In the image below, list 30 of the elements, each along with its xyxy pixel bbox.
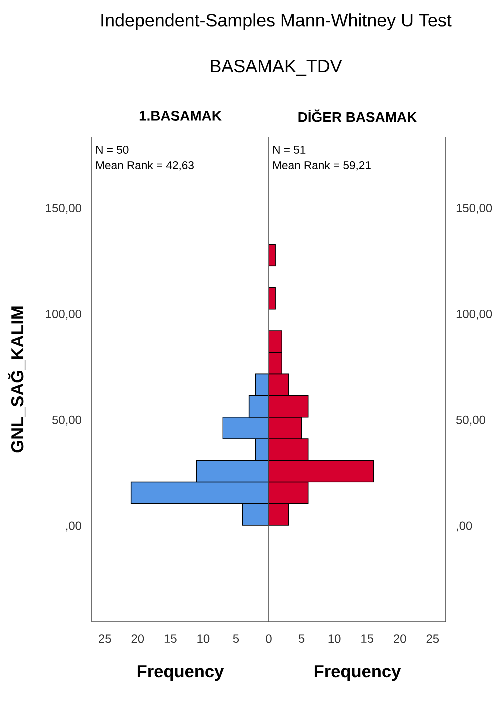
text: 1.BASAMAK bbox=[140, 111, 222, 121]
y-tick-label: 50,00 bbox=[52, 416, 82, 426]
y-tick-label: 100,00 bbox=[46, 310, 82, 320]
x-axis-title: Frequency bbox=[314, 666, 402, 682]
annotation: N = 51 bbox=[274, 146, 306, 154]
y-tick-label: 150,00 bbox=[46, 204, 82, 214]
x-tick-label: 10 bbox=[198, 634, 210, 644]
annotation: Mean Rank = 59,21 bbox=[274, 161, 371, 171]
y-tick-label: 50,00 bbox=[456, 416, 486, 426]
annotation: N = 50 bbox=[96, 146, 129, 154]
chart-title: Independent-Samples Mann-Whitney U Test bbox=[102, 14, 452, 30]
x-axis-title: Frequency bbox=[138, 666, 224, 682]
y-axis-title: GNL_SAĞ_KALIM bbox=[8, 306, 26, 453]
x-tick-label: 0 bbox=[266, 634, 272, 644]
x-tick-label: 20 bbox=[394, 634, 406, 644]
y-tick-label: 100,00 bbox=[456, 310, 492, 320]
y-tick-label: 150,00 bbox=[456, 204, 492, 214]
x-tick-label: 25 bbox=[426, 634, 440, 644]
x-tick-label: 20 bbox=[132, 634, 144, 644]
x-tick-label: 15 bbox=[164, 634, 177, 644]
y-tick-label: ,00 bbox=[457, 522, 472, 532]
x-tick-label: 5 bbox=[298, 634, 305, 644]
x-tick-label: 10 bbox=[328, 634, 341, 644]
x-tick-label: 25 bbox=[99, 634, 112, 644]
y-tick-label: ,00 bbox=[66, 522, 82, 532]
x-tick-label: 15 bbox=[362, 634, 374, 644]
text: DİĞER BASAMAK bbox=[298, 110, 418, 122]
chart-subtitle: BASAMAK_TDV bbox=[211, 60, 342, 76]
x-tick-label: 5 bbox=[233, 634, 240, 644]
annotation: Mean Rank = 42,63 bbox=[96, 161, 194, 171]
